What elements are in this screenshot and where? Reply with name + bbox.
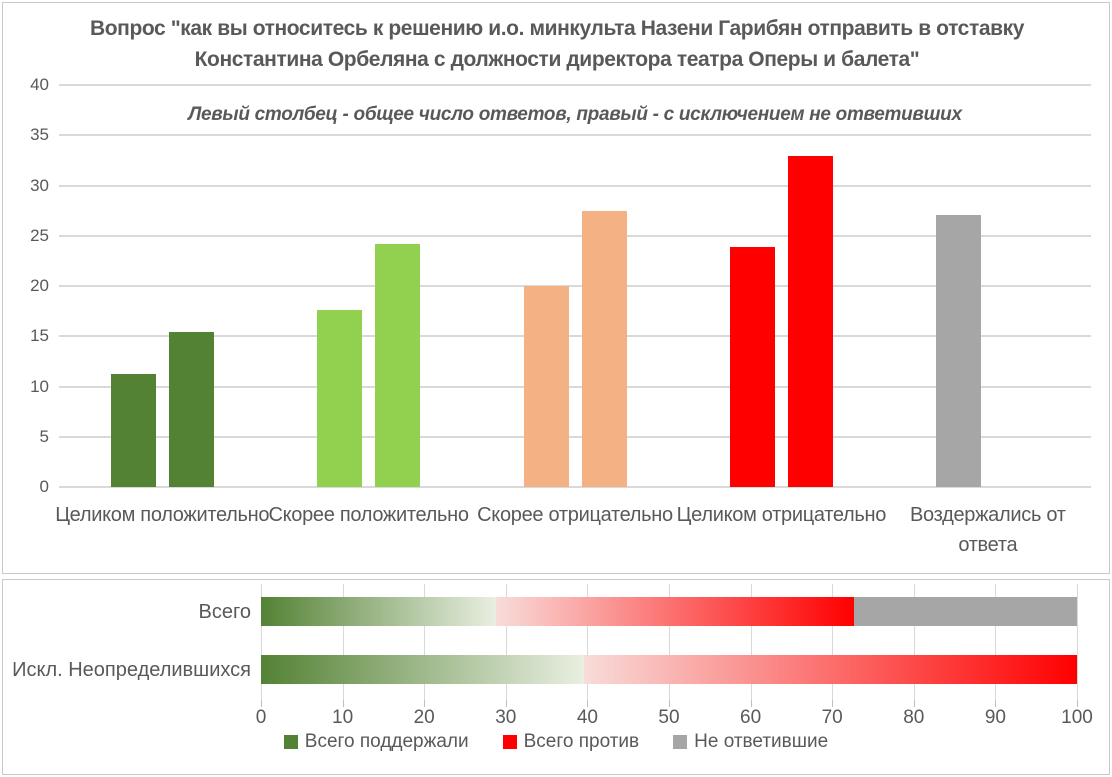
tick-mark xyxy=(342,700,344,707)
gridline xyxy=(59,285,1091,287)
legend-label: Всего поддержали xyxy=(304,731,469,752)
tick-mark xyxy=(587,700,589,707)
legend-item-supporters: Всего поддержали xyxy=(283,731,469,753)
y-axis-label: 15 xyxy=(30,326,49,346)
stacked-bar-segment xyxy=(584,655,1077,684)
tick-mark xyxy=(995,700,997,707)
bar xyxy=(317,310,363,487)
gridline xyxy=(59,335,1091,338)
x-axis-label: 100 xyxy=(1061,707,1093,728)
red-swatch-icon xyxy=(502,735,517,749)
gridline xyxy=(59,486,1091,488)
chart-title: Вопрос "как вы относитесь к решению и.о.… xyxy=(89,17,1025,71)
tick-mark xyxy=(1077,700,1078,707)
tick-mark xyxy=(913,700,915,707)
tick-mark xyxy=(832,700,834,707)
y-axis-label: 40 xyxy=(30,75,49,94)
stacked-bar-segment xyxy=(854,597,1077,626)
x-axis-label: 80 xyxy=(903,707,925,728)
row-label: Всего xyxy=(198,601,251,623)
gridline xyxy=(587,584,589,700)
gridline xyxy=(669,584,670,700)
y-axis-label: 20 xyxy=(30,276,49,295)
tick-mark xyxy=(261,700,262,707)
green-swatch-icon xyxy=(283,735,298,749)
stacked-bar-segment xyxy=(261,597,496,626)
gridline xyxy=(342,584,344,700)
stacked-bar-segment xyxy=(496,597,855,626)
y-axis-label: 30 xyxy=(30,175,49,195)
y-axis-label: 5 xyxy=(39,426,49,446)
tick-mark xyxy=(424,700,426,707)
gridline xyxy=(1077,584,1078,700)
category-label: Целиком положительно xyxy=(55,504,270,526)
tick-mark xyxy=(750,700,752,707)
category-label: Скорее отрицательно xyxy=(477,504,673,526)
gridline xyxy=(261,584,262,700)
x-axis-label: 0 xyxy=(255,707,267,728)
chart-subtitle: Левый столбец - общее число ответов, пра… xyxy=(188,104,962,125)
gridline xyxy=(59,385,1091,388)
y-axis-label: 10 xyxy=(30,376,49,396)
gridline xyxy=(59,84,1091,86)
gridline xyxy=(913,584,915,700)
tick-mark xyxy=(505,700,507,707)
bar xyxy=(936,214,982,487)
x-axis-label: 60 xyxy=(740,707,762,728)
category-label: Скорее положительно xyxy=(268,504,469,526)
x-axis-label: 20 xyxy=(413,707,435,728)
row-label: Искл. Неопределившихся xyxy=(12,659,251,681)
legend-label: Всего против xyxy=(523,731,640,752)
gridline xyxy=(424,584,426,700)
gridline xyxy=(750,584,752,700)
top-chart-panel: Вопрос "как вы относитесь к решению и.о.… xyxy=(2,2,1110,574)
y-axis-label: 25 xyxy=(30,225,49,245)
bar xyxy=(168,332,214,487)
legend-label: Не ответившие xyxy=(694,731,829,752)
category-label: Воздержались от ответа xyxy=(910,504,1066,556)
gridline xyxy=(505,584,507,700)
y-axis-label: 0 xyxy=(39,477,49,496)
gray-swatch-icon xyxy=(673,735,688,749)
x-axis-label: 40 xyxy=(576,707,598,728)
legend-item-against: Всего против xyxy=(502,731,640,753)
bar xyxy=(787,156,833,487)
gridline xyxy=(59,234,1091,237)
gridline xyxy=(59,134,1091,137)
bar xyxy=(729,246,775,487)
y-axis-label: 35 xyxy=(30,125,49,145)
x-axis-label: 50 xyxy=(658,707,680,728)
stacked-bar-segment xyxy=(261,655,585,684)
bottom-chart-panel: 0 10 20 30 40 50 60 70 80 90 100 Всего Искл. Неопред… xyxy=(2,579,1110,775)
x-axis-label: 30 xyxy=(495,707,517,728)
x-axis-label: 10 xyxy=(332,707,354,728)
bar xyxy=(110,374,156,487)
gridline xyxy=(59,184,1091,187)
gridline xyxy=(59,435,1091,438)
gridline xyxy=(832,584,834,700)
category-label: Целиком отрицательно xyxy=(676,504,887,526)
bar xyxy=(375,243,421,487)
tick-mark xyxy=(669,700,670,707)
bar xyxy=(523,286,569,487)
bar xyxy=(581,210,627,487)
x-axis-label: 70 xyxy=(821,707,843,728)
x-axis-label: 90 xyxy=(984,707,1006,728)
gridline xyxy=(995,584,997,700)
legend-item-no-answer: Не ответившие xyxy=(673,731,828,753)
legend: Всего поддержали Всего против Не ответив… xyxy=(3,731,1109,753)
